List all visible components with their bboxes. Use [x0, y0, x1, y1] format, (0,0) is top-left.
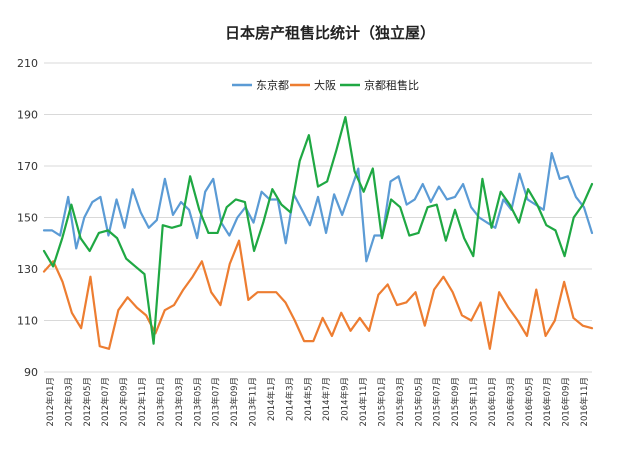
x-tick-label: 2016年05月 — [524, 377, 535, 426]
y-tick-label: 150 — [17, 212, 38, 225]
x-tick-label: 2013年01月 — [155, 377, 166, 426]
x-tick-label: 2013年11月 — [248, 377, 259, 426]
x-tick-label: 2016年07月 — [542, 377, 553, 426]
series-line-2 — [42, 115, 594, 345]
x-tick-label: 2012年09月 — [119, 377, 130, 426]
series-line-0 — [42, 152, 594, 263]
y-tick-label: 130 — [17, 263, 38, 276]
x-tick-label: 2016年11月 — [579, 377, 590, 426]
x-tick-label: 2013年09月 — [229, 377, 240, 426]
legend-label: 大阪 — [314, 78, 336, 92]
gridlines — [44, 62, 592, 373]
y-tick-label: 90 — [24, 366, 38, 379]
series-lines — [42, 115, 594, 350]
y-tick-label: 110 — [17, 315, 38, 328]
x-tick-label: 2012年07月 — [100, 377, 111, 426]
legend-label: 东京都 — [256, 78, 289, 92]
legend-label: 京都租售比 — [364, 78, 419, 92]
x-tick-label: 2012年03月 — [63, 377, 74, 426]
x-tick-label: 2013年03月 — [174, 377, 185, 426]
x-tick-label: 2016年09月 — [561, 377, 572, 426]
x-tick-label: 2012年01月 — [45, 377, 56, 426]
x-axis-ticks: 2012年01月 2012年03月 2012年05月 2012年07月 2012年09月… — [45, 377, 590, 426]
x-tick-label: 2013年05月 — [192, 377, 203, 426]
series-line-1 — [42, 239, 594, 350]
y-axis-ticks: 90 110 130 150 170 190 210 — [17, 57, 38, 379]
x-tick-label: 2015年07月 — [432, 377, 443, 426]
x-tick-label: 2016年03月 — [505, 377, 516, 426]
x-tick-label: 2016年01月 — [487, 377, 498, 426]
x-tick-label: 2014年11月 — [358, 377, 369, 426]
x-tick-label: 2012年05月 — [82, 377, 93, 426]
x-tick-label: 2013年07月 — [211, 377, 222, 426]
y-tick-label: 190 — [17, 109, 38, 122]
x-tick-label: 2014年5月 — [303, 377, 314, 421]
x-tick-label: 2014年1月 — [266, 377, 277, 421]
x-tick-label: 2015年11月 — [469, 377, 480, 426]
x-tick-label: 2014年7月 — [321, 377, 332, 421]
x-tick-label: 2015年03月 — [395, 377, 406, 426]
x-tick-label: 2014年3月 — [284, 377, 295, 421]
y-tick-label: 170 — [17, 160, 38, 173]
x-tick-label: 2015年05月 — [413, 377, 424, 426]
x-tick-label: 2012年11月 — [137, 377, 148, 426]
x-tick-label: 2014年9月 — [340, 377, 351, 421]
x-tick-label: 2015年09月 — [450, 377, 461, 426]
x-tick-label: 2015年01月 — [376, 377, 387, 426]
chart-title: 日本房产租售比统计（独立屋） — [225, 24, 435, 42]
y-tick-label: 210 — [17, 57, 38, 70]
legend: 东京都 大阪 京都租售比 — [232, 78, 419, 92]
